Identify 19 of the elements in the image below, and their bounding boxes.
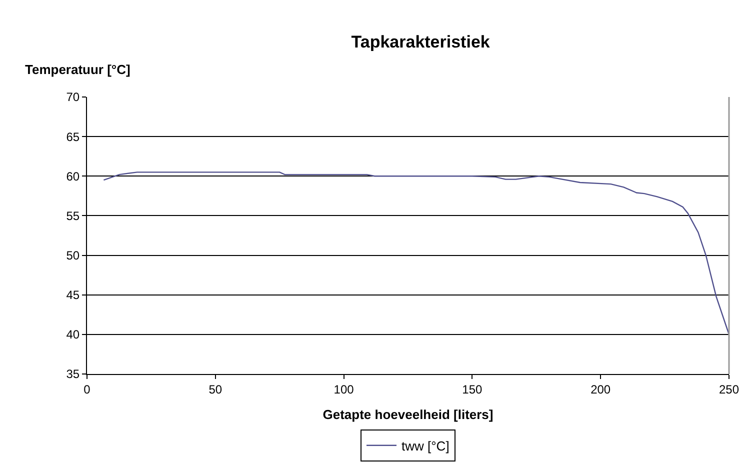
y-axis-title: Temperatuur [°C] xyxy=(25,62,130,77)
y-tick-label: 70 xyxy=(66,90,80,104)
y-tick-label: 65 xyxy=(66,130,80,144)
legend-label: tww [°C] xyxy=(402,438,450,454)
y-tick-label: 45 xyxy=(66,288,80,302)
line-series xyxy=(103,172,729,336)
x-tick-label: 150 xyxy=(462,382,483,396)
x-tick-label: 0 xyxy=(84,382,91,396)
y-tick-label: 35 xyxy=(66,367,80,382)
x-tick-label: 200 xyxy=(590,382,611,396)
x-tick-label: 50 xyxy=(208,382,222,396)
x-tick-label: 100 xyxy=(334,382,354,396)
y-tick-label: 50 xyxy=(66,248,80,262)
x-axis-title: Getapte hoeveelheid [liters] xyxy=(322,407,494,422)
y-tick-label: 55 xyxy=(66,208,80,223)
y-tick-label: 40 xyxy=(66,328,80,342)
x-tick-label: 250 xyxy=(718,382,740,396)
chart-title: Tapkarakteristiek xyxy=(351,32,490,52)
y-tick-label: 60 xyxy=(66,169,80,184)
